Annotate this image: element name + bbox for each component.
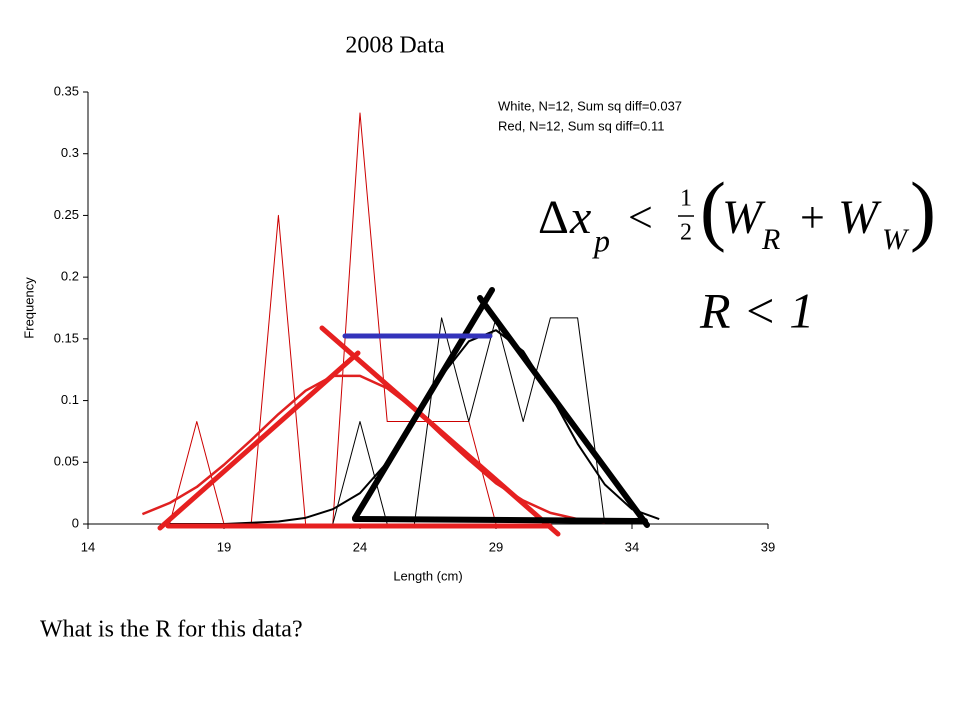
question: What is the R for this data? [40, 617, 303, 643]
formula-part: ) [910, 166, 936, 253]
x-tick-label: 14 [81, 539, 95, 554]
y-tick-label: 0.3 [61, 145, 79, 160]
hand-drawn [157, 287, 650, 537]
formula-part: ( [700, 166, 726, 253]
y-tick-label: 0.2 [61, 269, 79, 284]
formula-part: W [882, 223, 910, 256]
black-line [352, 516, 648, 524]
formula: Δ x p < 1 2 ( W R + W W ) [538, 166, 936, 258]
red-line [319, 325, 561, 537]
chart-title: 2008 Data [345, 33, 445, 59]
y-tick-label: 0.1 [61, 392, 79, 407]
y-axis-label: Frequency [21, 277, 36, 339]
x-tick-label: 39 [761, 539, 775, 554]
x-tick-label: 19 [217, 539, 231, 554]
series-line [332, 317, 606, 525]
series-line [141, 374, 605, 525]
formula-part: Δ [538, 191, 569, 244]
x-axis-label: Length (cm) [393, 568, 462, 583]
y-tick-label: 0.25 [54, 207, 79, 222]
plot: 0 0.05 0.1 0.15 0.2 0.25 0.3 0.35 14 19 24 29 34 39 [54, 83, 776, 554]
formula-part: 2 [680, 220, 692, 246]
formula-part: p [592, 222, 610, 258]
formula-part: + [800, 193, 825, 242]
formula-part: W [722, 191, 766, 244]
y-tick-label: 0.15 [54, 330, 79, 345]
annotation: White, N=12, Sum sq diff=0.037 [498, 98, 682, 113]
x-tick-label: 34 [625, 539, 639, 554]
formula-part: R [761, 223, 780, 256]
series-line [169, 329, 660, 525]
formula-part: x [569, 191, 591, 244]
series-line [169, 112, 497, 525]
black-line [352, 287, 495, 521]
formula-part: W [838, 191, 882, 244]
annotation: Red, N=12, Sum sq diff=0.11 [498, 118, 664, 133]
condition: R < 1 [699, 282, 814, 338]
x-tick-label: 29 [489, 539, 503, 554]
formula-part: 1 [680, 186, 692, 212]
y-tick-label: 0.05 [54, 454, 79, 469]
x-tick-label: 24 [353, 539, 367, 554]
y-tick-label: 0.35 [54, 83, 79, 98]
red-line [157, 350, 361, 531]
y-tick-label: 0 [72, 515, 79, 530]
black-line [477, 295, 650, 528]
formula-part: < [628, 193, 653, 242]
